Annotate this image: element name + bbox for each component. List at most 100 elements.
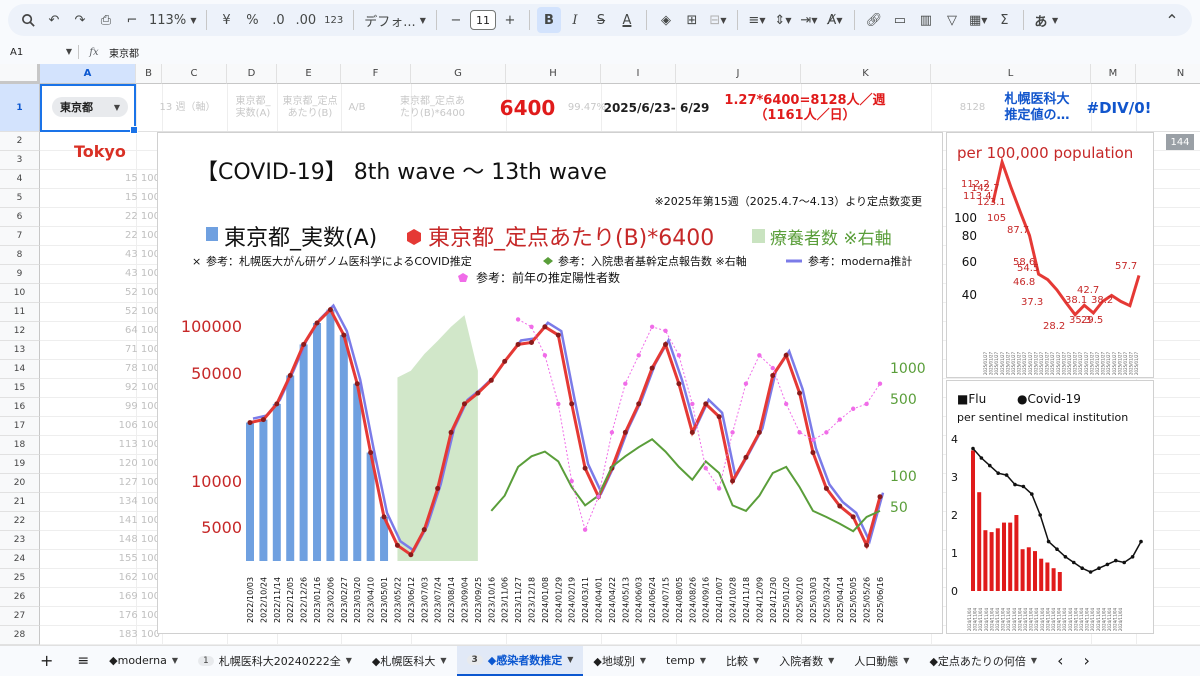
sentinel-chart[interactable]: ■Flu ●Covid-19 per sentinel medical inst…: [946, 380, 1154, 634]
decrease-decimal-button[interactable]: .0: [272, 12, 285, 28]
cell-value[interactable]: 52 100: [125, 306, 160, 317]
column-header-l[interactable]: L: [931, 64, 1091, 84]
row-header-9[interactable]: 9: [0, 265, 40, 284]
cell-value[interactable]: 71 100: [125, 344, 160, 355]
cell-value[interactable]: 92 100: [125, 382, 160, 393]
column-header-i[interactable]: I: [601, 64, 676, 84]
font-size-input[interactable]: 11: [469, 10, 496, 30]
row-header-21[interactable]: 21: [0, 493, 40, 512]
cell-i1[interactable]: 99.47%: [567, 102, 607, 113]
column-header-h[interactable]: H: [506, 64, 601, 84]
cell-value[interactable]: 99 100: [125, 401, 160, 412]
next-sheet-button[interactable]: ›: [1083, 651, 1090, 670]
cell-m1[interactable]: 8128: [959, 102, 986, 113]
row-header-27[interactable]: 27: [0, 607, 40, 626]
cell-n1[interactable]: 札幌医科大 推定値の…: [1004, 92, 1070, 123]
row-header-10[interactable]: 10: [0, 284, 40, 303]
fill-color-icon[interactable]: ◈: [660, 12, 671, 28]
sheet-tab[interactable]: 比較 ▼: [716, 646, 769, 676]
column-header-m[interactable]: M: [1091, 64, 1136, 84]
row-header-25[interactable]: 25: [0, 569, 40, 588]
column-header-j[interactable]: J: [676, 64, 801, 84]
column-header-g[interactable]: G: [411, 64, 506, 84]
vertical-align-icon[interactable]: ⇕ ▼: [774, 12, 792, 28]
main-chart[interactable]: 【COVID-19】 8th wave 〜 13th wave ※2025年第1…: [157, 132, 943, 634]
column-header-f[interactable]: F: [341, 64, 411, 84]
comment-icon[interactable]: ▭: [893, 12, 907, 28]
sheet-tab[interactable]: ◆定点あたりの何倍 ▼: [919, 646, 1047, 676]
increase-decimal-button[interactable]: .00: [295, 12, 317, 28]
cell-value[interactable]: 162 100: [118, 572, 160, 583]
row-header-24[interactable]: 24: [0, 550, 40, 569]
cell-value[interactable]: 113 100: [118, 439, 160, 450]
prev-sheet-button[interactable]: ‹: [1057, 651, 1064, 670]
name-box[interactable]: A1 ▼: [0, 47, 78, 58]
number-format-button[interactable]: 123: [324, 14, 344, 26]
row-header-3[interactable]: 3: [0, 151, 40, 170]
bold-button[interactable]: B: [536, 7, 561, 33]
borders-icon[interactable]: ⊞: [686, 12, 698, 28]
print-icon[interactable]: ⎙: [100, 12, 112, 28]
search-icon[interactable]: [16, 7, 40, 33]
functions-button[interactable]: Σ: [1000, 12, 1009, 28]
zoom-select[interactable]: 113% ▼: [146, 7, 199, 33]
row-header-23[interactable]: 23: [0, 531, 40, 550]
row-header-2[interactable]: 2: [0, 132, 40, 151]
cell-value[interactable]: 141 100: [118, 515, 160, 526]
text-wrap-icon[interactable]: ⇥ ▼: [800, 12, 818, 28]
cell-o1[interactable]: #DIV/0!: [1086, 99, 1152, 117]
sheet-tab[interactable]: ◆moderna ▼: [99, 646, 188, 676]
selected-cell-a1[interactable]: [40, 84, 138, 134]
currency-button[interactable]: ¥: [222, 12, 231, 28]
sheet-tab[interactable]: 1 札幌医科大20240222全 ▼: [188, 646, 362, 676]
collapse-toolbar-icon[interactable]: ⌃: [1165, 10, 1179, 30]
text-color-button[interactable]: A: [622, 12, 632, 28]
column-header-c[interactable]: C: [162, 64, 227, 84]
cell-value[interactable]: 106 100: [118, 420, 160, 431]
add-sheet-button[interactable]: +: [40, 651, 54, 670]
text-rotation-icon[interactable]: A̸ ▼: [827, 12, 843, 28]
row-header-14[interactable]: 14: [0, 360, 40, 379]
row-header-26[interactable]: 26: [0, 588, 40, 607]
row-header-11[interactable]: 11: [0, 303, 40, 322]
font-select[interactable]: デフォ... ▼: [361, 7, 429, 33]
cell-k1[interactable]: 1.27*6400=8128人／週 （1161人／日）: [724, 93, 886, 123]
per-100k-chart[interactable]: per 100,000 population 100 80 60 40 112.…: [946, 132, 1154, 378]
row-header-1[interactable]: 1: [0, 84, 40, 132]
filter-icon[interactable]: ▽: [946, 12, 957, 28]
cell-d1[interactable]: 東京都_ 実数(A): [235, 96, 271, 119]
link-icon[interactable]: 🔗︎: [865, 12, 883, 28]
cell-e1[interactable]: 東京都_定点 あたり(B): [282, 96, 338, 119]
row-header-7[interactable]: 7: [0, 227, 40, 246]
cell-value[interactable]: 169 100: [118, 591, 160, 602]
cell-value[interactable]: 64 100: [125, 325, 160, 336]
filter-views-icon[interactable]: ▦ ▼: [968, 12, 988, 28]
cell-value[interactable]: 120 100: [118, 458, 160, 469]
row-header-4[interactable]: 4: [0, 170, 40, 189]
cell-j1[interactable]: 2025/6/23- 6/29: [603, 101, 710, 115]
horizontal-align-icon[interactable]: ≡ ▼: [748, 12, 766, 28]
row-header-19[interactable]: 19: [0, 455, 40, 474]
all-sheets-button[interactable]: ≡: [77, 652, 90, 669]
percent-button[interactable]: %: [246, 12, 259, 28]
row-header-17[interactable]: 17: [0, 417, 40, 436]
column-header-n[interactable]: N: [1136, 64, 1200, 84]
italic-button[interactable]: I: [572, 12, 578, 28]
row-header-20[interactable]: 20: [0, 474, 40, 493]
chart-icon[interactable]: ▥: [919, 12, 933, 28]
column-header-a[interactable]: A: [40, 64, 136, 84]
formula-input[interactable]: 東京都: [109, 48, 139, 60]
merge-cells-icon[interactable]: ⊟ ▼: [709, 12, 727, 28]
dropdown-chip-a1[interactable]: 東京都 ▼: [52, 97, 128, 117]
sheet-tab[interactable]: ◆地域別 ▼: [583, 646, 656, 676]
cell-value[interactable]: 15 100: [125, 173, 160, 184]
paint-format-icon[interactable]: ⌐: [126, 12, 138, 28]
row-header-28[interactable]: 28: [0, 626, 40, 645]
cell-value[interactable]: 78 100: [125, 363, 160, 374]
row-header-15[interactable]: 15: [0, 379, 40, 398]
cell-value[interactable]: 43 100: [125, 249, 160, 260]
row-header-8[interactable]: 8: [0, 246, 40, 265]
undo-icon[interactable]: ↶: [48, 12, 60, 28]
cell-value[interactable]: 43 100: [125, 268, 160, 279]
sheet-tab[interactable]: 入院者数 ▼: [769, 646, 844, 676]
